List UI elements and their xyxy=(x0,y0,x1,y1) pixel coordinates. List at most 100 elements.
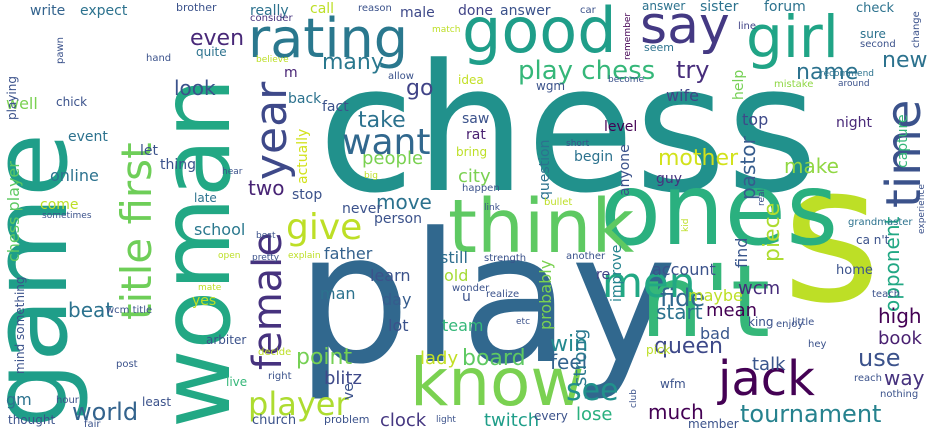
word: move xyxy=(376,190,432,214)
word: another xyxy=(566,251,606,262)
word: home xyxy=(836,263,873,278)
word: strength xyxy=(484,253,527,264)
word: late xyxy=(194,191,217,205)
word: clock xyxy=(380,410,427,431)
word: fide xyxy=(660,284,706,312)
word: church xyxy=(252,413,297,428)
word: club xyxy=(629,389,639,408)
word: line xyxy=(738,21,757,32)
word: mind xyxy=(13,343,27,374)
word: school xyxy=(194,220,246,239)
word: city xyxy=(458,166,491,187)
word: m xyxy=(284,65,298,81)
word: fair xyxy=(84,419,101,430)
word: ones xyxy=(600,151,839,268)
word: many xyxy=(322,50,384,75)
word: thought xyxy=(8,413,56,427)
word: lose xyxy=(576,404,613,425)
word: male xyxy=(400,5,435,21)
word: chick xyxy=(56,95,88,109)
word: man xyxy=(320,284,356,303)
word: become xyxy=(608,75,645,85)
word: open xyxy=(218,251,241,261)
word: use xyxy=(858,344,901,372)
word: little xyxy=(792,317,815,328)
word: person xyxy=(374,211,422,227)
word: sure xyxy=(860,27,886,41)
word: quite xyxy=(196,45,227,59)
word: forum xyxy=(764,0,806,15)
word: bring xyxy=(456,145,488,159)
word: come xyxy=(40,197,79,213)
word: new xyxy=(882,48,928,73)
word: let xyxy=(140,143,158,159)
word: win xyxy=(550,332,589,357)
word: ca n't xyxy=(856,233,890,247)
word: expect xyxy=(80,3,128,19)
word: best xyxy=(256,231,276,241)
word: people xyxy=(362,148,424,169)
word: two xyxy=(248,176,285,200)
word: day xyxy=(382,290,412,309)
word: problem xyxy=(324,413,370,426)
word: king xyxy=(748,315,774,329)
word: probably xyxy=(536,259,555,330)
word: event xyxy=(68,129,108,145)
word: etc xyxy=(516,317,531,327)
word: find xyxy=(732,237,751,268)
word: recommend xyxy=(820,69,874,79)
word: hand xyxy=(146,53,172,64)
word: look xyxy=(174,76,216,100)
word: mate xyxy=(198,283,222,293)
word: level xyxy=(604,119,638,135)
word: pawn xyxy=(55,37,66,64)
word: guy xyxy=(656,171,683,187)
word: question xyxy=(537,139,553,200)
word: back xyxy=(288,91,322,107)
word: happen xyxy=(462,183,500,194)
word: really xyxy=(250,3,289,19)
word: idea xyxy=(458,73,484,87)
word: nothing xyxy=(880,389,919,400)
word: player xyxy=(248,385,349,423)
word: experience xyxy=(917,184,927,234)
word: teach xyxy=(872,289,901,300)
word: second xyxy=(860,39,896,50)
word: want xyxy=(342,122,431,163)
word: jack xyxy=(718,351,815,407)
word: feel xyxy=(550,350,588,374)
word: never xyxy=(342,201,383,217)
word: father xyxy=(324,244,373,263)
word: wcm xyxy=(738,278,781,299)
word: queen xyxy=(654,334,723,359)
word: book xyxy=(878,328,922,349)
word: post xyxy=(116,359,138,370)
word: change xyxy=(911,11,922,48)
word: point xyxy=(296,345,353,370)
word: learn xyxy=(370,266,411,285)
word: well xyxy=(6,94,38,113)
word: capture xyxy=(895,114,911,168)
word: account xyxy=(652,260,716,279)
word: done xyxy=(458,3,493,19)
word: help xyxy=(731,69,747,100)
word: hear xyxy=(222,167,243,177)
word: old xyxy=(444,266,469,285)
word: wonder xyxy=(452,283,490,294)
word: call xyxy=(310,1,335,17)
word: big xyxy=(364,171,378,181)
word: mistake xyxy=(774,79,814,90)
word: brother xyxy=(176,1,217,14)
word: s xyxy=(782,124,881,345)
word: give xyxy=(286,207,363,248)
word: right xyxy=(268,371,292,382)
word: lot xyxy=(388,316,409,335)
word: actually xyxy=(295,128,311,184)
word: much xyxy=(648,400,704,424)
word: men xyxy=(602,258,696,307)
word: reason xyxy=(358,3,392,14)
word: mother xyxy=(658,146,739,171)
word: begin xyxy=(574,149,614,165)
word: fact xyxy=(322,99,349,115)
word: night xyxy=(836,115,873,131)
